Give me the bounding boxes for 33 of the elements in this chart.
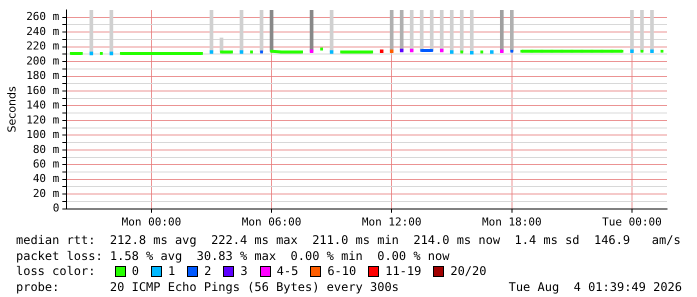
text: packet loss: 1.58 % avg 30.83 % max 0.00 % min 0.00 % now — [16, 248, 450, 264]
legend-label: 1 — [168, 264, 176, 280]
y-tick-label: 0 — [52, 202, 60, 215]
y-tick-label: 120 m — [26, 113, 60, 126]
y-tick-label: 100 m — [26, 128, 60, 142]
y-tick-label: 240 m — [26, 24, 60, 38]
y-axis-title: Seconds — [5, 86, 18, 133]
x-tick-label: Mon 12:00 — [362, 215, 422, 228]
legend-label: 20/20 — [450, 264, 486, 280]
y-tick-label: 40 m — [32, 172, 60, 186]
text: Tue Aug 4 01:39:49 2026 — [508, 280, 682, 295]
x-tick-label: Mon 18:00 — [482, 215, 542, 228]
y-tick-label: 60 m — [32, 157, 60, 170]
y-tick-label: 220 m — [26, 40, 60, 53]
y-tick-label: 200 m — [26, 54, 60, 68]
legend-title: loss color: — [16, 264, 96, 280]
legend-label: 2 — [204, 264, 212, 280]
y-tick-label: 160 m — [26, 84, 60, 97]
y-tick-label: 80 m — [32, 142, 60, 156]
text: probe: 20 ICMP Echo Pings (56 Bytes) every 300s — [16, 280, 399, 295]
x-tick-label: Mon 00:00 — [122, 215, 182, 228]
y-tick-label: 260 m — [26, 10, 60, 24]
y-tick-label: 140 m — [26, 98, 60, 112]
legend-label: 4-5 — [276, 264, 298, 280]
legend-label: 0 — [132, 264, 139, 280]
y-tick-label: 180 m — [26, 69, 60, 82]
legend-label: 3 — [240, 264, 248, 280]
x-tick-label: Mon 06:00 — [242, 215, 302, 228]
x-tick-label: Tue 00:00 — [602, 215, 662, 228]
legend-label: 11-19 — [385, 264, 422, 280]
y-tick-label: 20 m — [32, 186, 60, 200]
text: median rtt: 212.8 ms avg 222.4 ms max 211.0 ms min 214.0 ms now 1.4 ms sd 146.9 am/s — [16, 233, 681, 248]
legend-label: 6-10 — [327, 264, 356, 280]
